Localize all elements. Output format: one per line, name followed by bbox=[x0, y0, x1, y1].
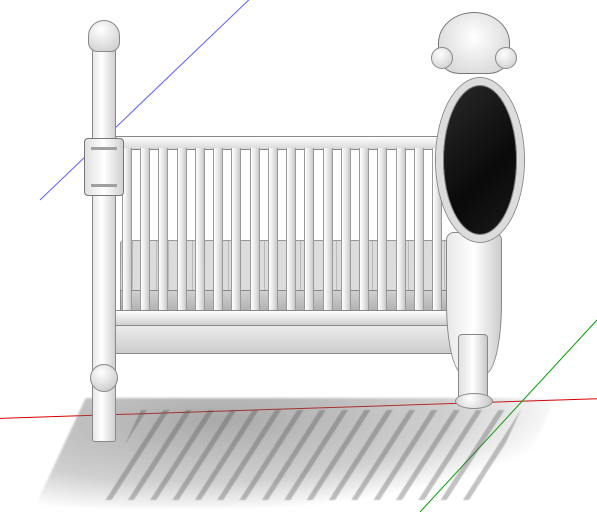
crib-model[interactable] bbox=[80, 10, 520, 450]
slat bbox=[414, 148, 424, 310]
crib-rail-bottom bbox=[114, 310, 452, 326]
crib-post-left-block bbox=[84, 138, 124, 196]
slat bbox=[140, 148, 150, 310]
slat bbox=[268, 148, 278, 310]
slat bbox=[377, 148, 387, 310]
3d-viewport[interactable] bbox=[0, 0, 597, 512]
slat bbox=[195, 148, 205, 310]
headboard-crest bbox=[438, 12, 510, 74]
crib-slats bbox=[122, 148, 442, 310]
slat bbox=[177, 148, 187, 310]
slat bbox=[304, 148, 314, 310]
slat bbox=[396, 148, 406, 310]
slat bbox=[231, 148, 241, 310]
slat bbox=[158, 148, 168, 310]
headboard-mirror-oval bbox=[436, 78, 524, 242]
crib-headboard bbox=[428, 12, 518, 432]
slat bbox=[213, 148, 223, 310]
slat bbox=[341, 148, 351, 310]
crib-base-frame bbox=[114, 322, 452, 354]
slat bbox=[359, 148, 369, 310]
slat bbox=[323, 148, 333, 310]
slat bbox=[250, 148, 260, 310]
slat bbox=[286, 148, 296, 310]
headboard-leg bbox=[458, 334, 488, 406]
crib-post-left-foot bbox=[90, 364, 118, 392]
crib-post-left-finial bbox=[88, 20, 120, 52]
